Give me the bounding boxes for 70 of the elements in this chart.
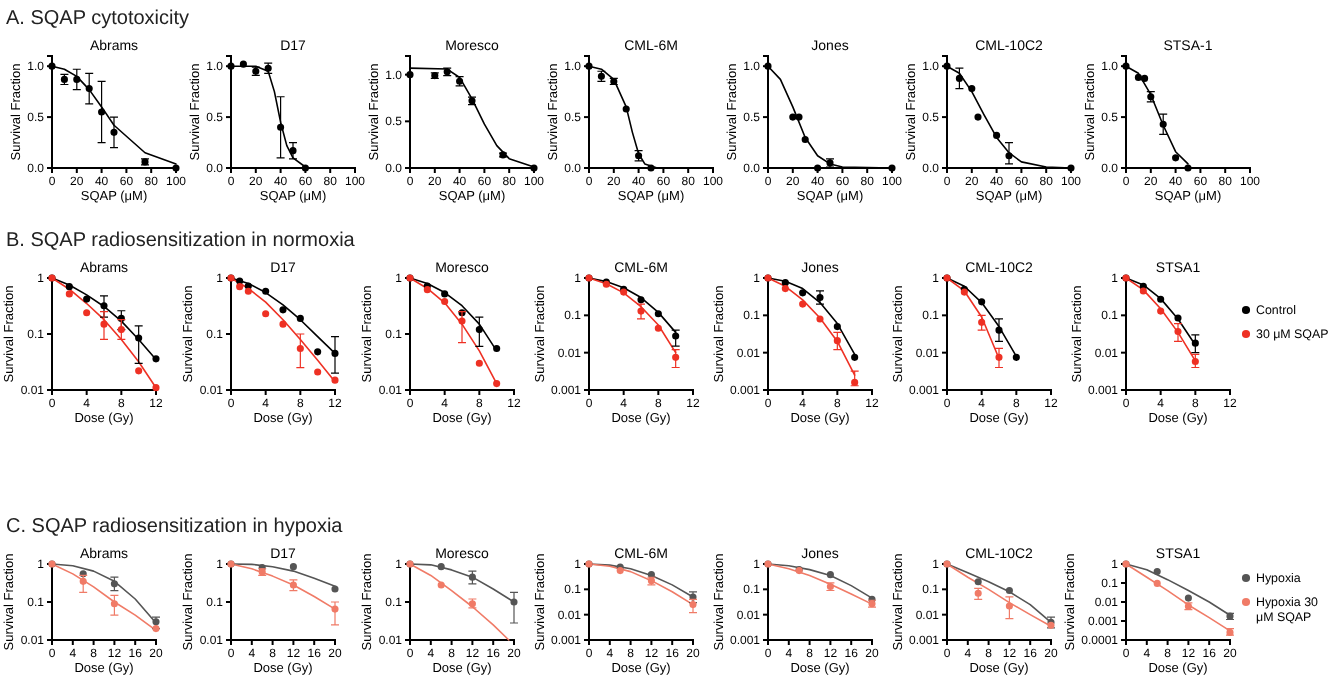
point [135,367,143,375]
point [262,287,270,295]
point [65,283,73,291]
point [441,297,449,306]
point [65,290,73,298]
point [1184,164,1192,172]
point [978,298,986,306]
line-series [51,277,157,389]
point [1005,586,1013,595]
point [1157,295,1165,303]
point [1184,594,1192,602]
point [262,310,270,318]
point [1141,74,1149,82]
point [968,85,976,93]
point [622,105,630,113]
point [974,578,982,586]
point [826,571,834,579]
point [799,289,807,297]
point [801,135,809,144]
point [781,279,789,287]
point [1157,307,1165,315]
point [83,295,91,303]
point [314,348,322,356]
point [637,296,645,304]
text: B. SQAP radiosensitization in normoxia [6,230,356,252]
point [1174,314,1182,322]
point [993,131,1001,139]
point [289,563,297,571]
point [1012,353,1020,361]
point [789,113,797,121]
text: C. SQAP radiosensitization in hypoxia [6,516,344,538]
point [1172,154,1180,162]
point [441,290,449,298]
point [493,344,501,353]
point [475,359,483,367]
point [236,283,244,291]
point [314,368,322,376]
point [239,60,247,68]
point [1134,73,1142,81]
point [296,314,304,322]
point [781,285,789,293]
point [974,113,982,121]
point [437,581,445,589]
point [851,353,859,361]
point [152,625,160,633]
point [647,164,655,172]
point [654,324,662,332]
text: A. SQAP cytotoxicity [6,8,190,30]
point [1153,579,1161,587]
point [1139,287,1147,295]
point [279,320,287,328]
point [1153,568,1161,576]
point [795,113,803,121]
point [833,323,841,331]
point [152,355,160,363]
point [654,310,662,318]
line-series [230,277,336,383]
point [437,563,445,571]
point [83,309,91,317]
point [244,287,252,295]
point [647,571,655,579]
point [152,384,160,392]
point [279,306,287,314]
point [799,300,807,308]
point [331,376,339,384]
point [331,585,339,593]
point [955,74,963,82]
point [816,315,824,323]
point [493,380,501,388]
line-series [409,563,510,641]
